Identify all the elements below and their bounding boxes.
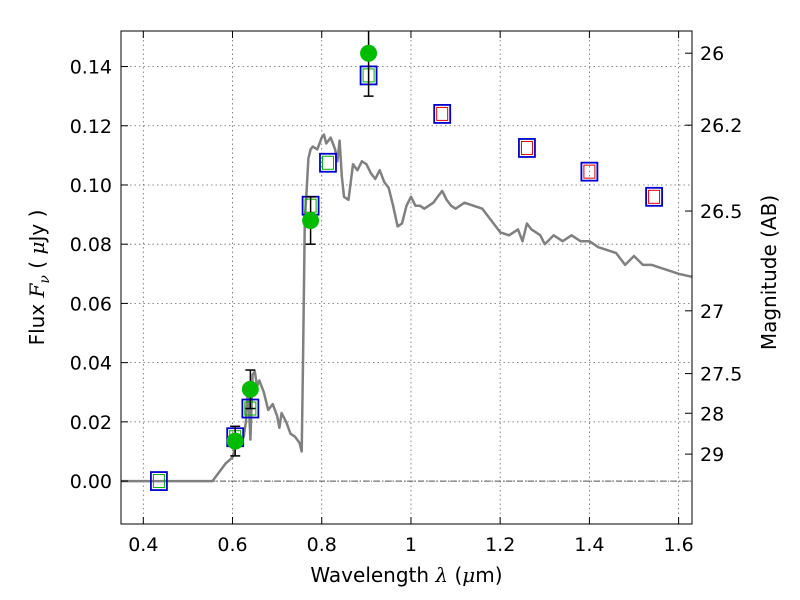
- box-outer: [645, 186, 663, 207]
- box-outer: [433, 104, 452, 124]
- right-tick-label: 28: [700, 403, 724, 425]
- observed-marker: [302, 212, 320, 230]
- x-tick-label: 0.4: [128, 534, 158, 556]
- y-tick-label: 0.04: [70, 353, 112, 375]
- box-inner: [583, 164, 596, 179]
- model-photometry-box: [319, 152, 337, 173]
- x-tick-label: 1.4: [574, 534, 604, 556]
- observed-points-layer: [226, 31, 378, 457]
- right-tick-label: 29: [700, 444, 724, 466]
- model-photometry-box: [433, 104, 452, 124]
- x-tick-label: 1.2: [485, 534, 515, 556]
- observed-point: [302, 196, 320, 245]
- box-inner: [520, 140, 533, 155]
- y-tick-label: 0.08: [70, 234, 112, 256]
- x-tick-label: 1.6: [664, 534, 694, 556]
- y-tick-label: 0.14: [70, 57, 112, 79]
- observed-marker: [226, 432, 244, 450]
- box-outer: [580, 161, 599, 182]
- y-tick-label: 0.06: [70, 293, 112, 315]
- plot-frame: [120, 30, 693, 525]
- model-photometry-box: [645, 186, 663, 207]
- box-inner: [648, 189, 661, 204]
- right-tick-label: 26.2: [700, 115, 742, 137]
- x-axis-title: Wavelength λ (μm): [310, 563, 502, 587]
- tick-layer: 0.4 0.6 0.8 1 1.2 1.4 1.6 0.00 0.02 0.04 0.06 0.08 0…: [70, 31, 742, 556]
- right-tick-label: 26: [700, 43, 724, 65]
- box-outer: [518, 138, 536, 158]
- y-tick-label: 0.12: [70, 116, 112, 138]
- right-tick-label: 27: [700, 301, 724, 323]
- observed-marker: [241, 380, 259, 398]
- y-tick-label: 0.00: [70, 471, 112, 493]
- x-tick-label: 0.6: [217, 534, 247, 556]
- box-inner: [321, 155, 334, 170]
- observed-point: [360, 31, 378, 97]
- box-inner: [152, 474, 165, 489]
- grid: [121, 31, 692, 524]
- model-photometry-box: [518, 138, 536, 158]
- x-tick-label: 0.8: [307, 534, 337, 556]
- x-tick-label: 1: [405, 534, 417, 556]
- y-tick-label: 0.02: [70, 412, 112, 434]
- observed-marker: [360, 44, 378, 62]
- model-spectrum-line: [121, 133, 693, 483]
- right-tick-label: 26.5: [700, 201, 742, 223]
- right-axis-title: Magnitude (AB): [757, 195, 781, 350]
- model-photometry-box: [580, 161, 599, 182]
- box-inner: [436, 106, 449, 121]
- box-outer: [319, 152, 337, 173]
- observed-point: [241, 369, 259, 410]
- y-axis-title: Flux Fν ( μJy ): [25, 210, 53, 346]
- observed-point: [226, 425, 244, 457]
- model-spectrum-layer: [121, 133, 693, 483]
- model-photometry-layer: [150, 65, 663, 491]
- y-tick-label: 0.10: [70, 175, 112, 197]
- model-photometry-box: [150, 471, 168, 491]
- box-outer: [150, 471, 168, 491]
- right-tick-label: 27.5: [700, 364, 742, 386]
